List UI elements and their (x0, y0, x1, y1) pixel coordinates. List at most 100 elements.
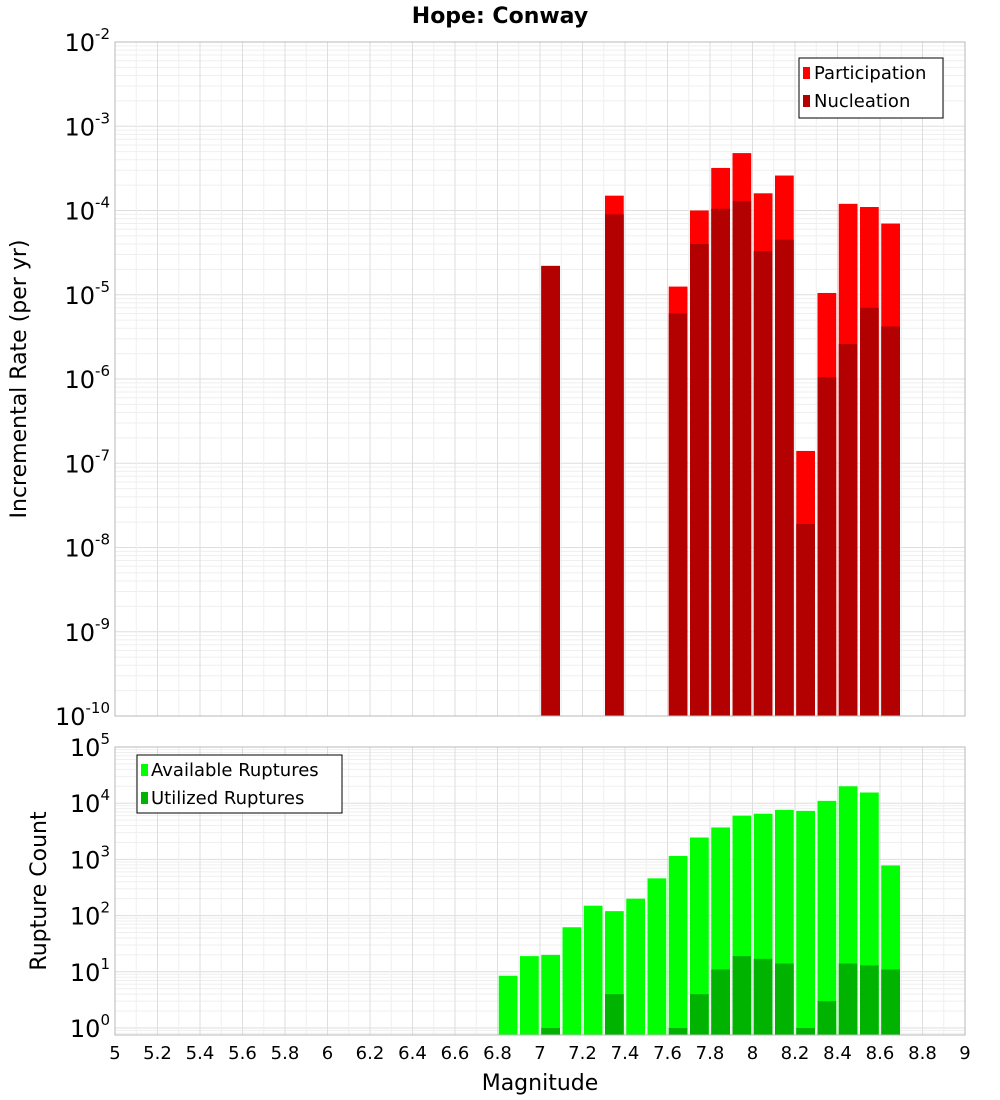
rate-y-tick-label: 10-7 (64, 446, 110, 478)
utilized-ruptures-bar (796, 1027, 815, 1035)
rupture-y-ticks: 100 101 102 103 104 105 (70, 730, 110, 1043)
rate-plot-frame (114, 41, 966, 717)
utilized-ruptures-bar (881, 969, 900, 1035)
rupture-y-tick-label: 105 (70, 730, 110, 762)
rate-y-tick-label: 10-8 (64, 531, 110, 563)
available-ruptures-bar (668, 855, 688, 1035)
magnitude-tick-label: 5 (109, 1043, 120, 1064)
magnitude-tick-label: 5.6 (228, 1043, 257, 1064)
utilized-ruptures-bar (838, 963, 858, 1035)
rate-y-ticks: 10-10 10-9 10-8 10-7 10-6 10-5 10-4 10-3 10-2 (55, 25, 110, 731)
rate-y-tick-label: 10-3 (64, 109, 110, 141)
nucleation-legend-swatch (803, 95, 810, 107)
rate-y-tick-label: 10-4 (64, 194, 110, 226)
magnitude-x-ticks: 5 5.2 5.4 5.6 5.8 6 6.2 6.4 6.6 6.8 7 7.2 7.4 7.6 7.8 8… (109, 1043, 970, 1064)
utilized-legend-swatch (141, 792, 148, 804)
rupture-count-panel: 100 101 102 103 104 105 Rupture Count Availab… (27, 730, 971, 1096)
rupture-y-tick-label: 101 (70, 955, 110, 987)
magnitude-tick-label: 6.6 (441, 1043, 470, 1064)
rupture-y-tick-label: 100 (70, 1011, 110, 1043)
magnitude-tick-label: 6 (322, 1043, 333, 1064)
utilized-ruptures-bar (605, 994, 624, 1035)
rupture-plot-bars (498, 786, 900, 1035)
utilized-ruptures-bar (668, 1027, 688, 1035)
available-ruptures-bar (817, 800, 837, 1035)
rupture-legend: Available Ruptures Utilized Ruptures (136, 754, 343, 814)
rate-plot-grid (114, 41, 966, 717)
nucleation-bar (860, 307, 879, 716)
available-ruptures-bar (583, 905, 603, 1035)
nucleation-legend-label: Nucleation (814, 91, 910, 112)
nucleation-bar (838, 344, 858, 716)
rate-plot-bars (541, 153, 900, 717)
utilized-ruptures-bar (775, 963, 794, 1035)
rate-y-tick-label: 10-10 (55, 699, 110, 731)
nucleation-bar (881, 326, 900, 716)
magnitude-tick-label: 8 (747, 1043, 758, 1064)
rupture-y-axis-label: Rupture Count (27, 811, 52, 971)
rate-y-tick-label: 10-5 (64, 278, 110, 310)
nucleation-bar (690, 244, 709, 717)
rate-plot-panel: 10-10 10-9 10-8 10-7 10-6 10-5 10-4 10-3 10-2 In… (7, 25, 966, 731)
rupture-y-tick-label: 103 (70, 842, 110, 874)
utilized-legend-label: Utilized Ruptures (151, 788, 304, 809)
magnitude-tick-label: 8.6 (866, 1043, 895, 1064)
utilized-ruptures-bar (860, 965, 879, 1035)
available-ruptures-bar (520, 956, 539, 1035)
rupture-y-tick-label: 102 (70, 899, 110, 931)
rate-y-tick-label: 10-2 (64, 25, 110, 57)
utilized-ruptures-bar (732, 956, 752, 1035)
magnitude-tick-label: 8.2 (781, 1043, 810, 1064)
nucleation-bar (775, 239, 794, 716)
chart-title: Hope: Conway (412, 4, 588, 29)
available-ruptures-bar (562, 927, 582, 1035)
available-ruptures-bar (541, 954, 560, 1035)
rupture-plot-frame (114, 746, 966, 1036)
rate-legend-box (798, 57, 944, 119)
nucleation-bar (711, 208, 730, 717)
utilized-ruptures-bar (690, 994, 709, 1035)
nucleation-bar (753, 251, 773, 717)
available-ruptures-bar (796, 810, 815, 1035)
rate-y-tick-label: 10-9 (64, 615, 110, 647)
magnitude-tick-label: 5.2 (143, 1043, 172, 1064)
magnitude-tick-label: 6.8 (483, 1043, 512, 1064)
available-legend-label: Available Ruptures (151, 760, 319, 781)
magnitude-tick-label: 5.8 (271, 1043, 300, 1064)
nucleation-bar (605, 214, 624, 716)
magnitude-tick-label: 7.2 (568, 1043, 597, 1064)
available-ruptures-bar (498, 975, 518, 1035)
available-ruptures-bar (690, 837, 709, 1035)
rate-legend: Participation Nucleation (798, 57, 944, 119)
rupture-legend-box (136, 754, 343, 814)
magnitude-x-axis-label: Magnitude (482, 1071, 599, 1096)
participation-legend-label: Participation (814, 63, 926, 84)
magnitude-tick-label: 7.4 (611, 1043, 640, 1064)
magnitude-tick-label: 7.6 (653, 1043, 682, 1064)
available-legend-swatch (141, 764, 148, 776)
magnitude-tick-label: 8.4 (823, 1043, 852, 1064)
magnitude-tick-label: 6.4 (398, 1043, 427, 1064)
magnitude-tick-label: 7 (534, 1043, 545, 1064)
nucleation-bar (668, 313, 688, 716)
magnitude-tick-label: 8.8 (908, 1043, 937, 1064)
nucleation-bar (796, 524, 815, 716)
nucleation-bar (817, 377, 837, 716)
magnitude-tick-label: 9 (959, 1043, 970, 1064)
magnitude-tick-label: 5.4 (186, 1043, 215, 1064)
utilized-ruptures-bar (753, 958, 773, 1035)
available-ruptures-bar (626, 898, 645, 1035)
rate-y-tick-label: 10-6 (64, 362, 110, 394)
rate-y-axis-label: Incremental Rate (per yr) (7, 240, 32, 519)
rupture-y-tick-label: 104 (70, 786, 110, 818)
utilized-ruptures-bar (711, 969, 730, 1035)
available-ruptures-bar (647, 878, 667, 1035)
magnitude-tick-label: 6.2 (356, 1043, 385, 1064)
utilized-ruptures-bar (817, 1001, 837, 1035)
magnitude-tick-label: 7.8 (696, 1043, 725, 1064)
nucleation-bar (541, 265, 560, 716)
nucleation-bar (732, 200, 752, 716)
participation-legend-swatch (803, 67, 810, 79)
utilized-ruptures-bar (541, 1027, 560, 1035)
